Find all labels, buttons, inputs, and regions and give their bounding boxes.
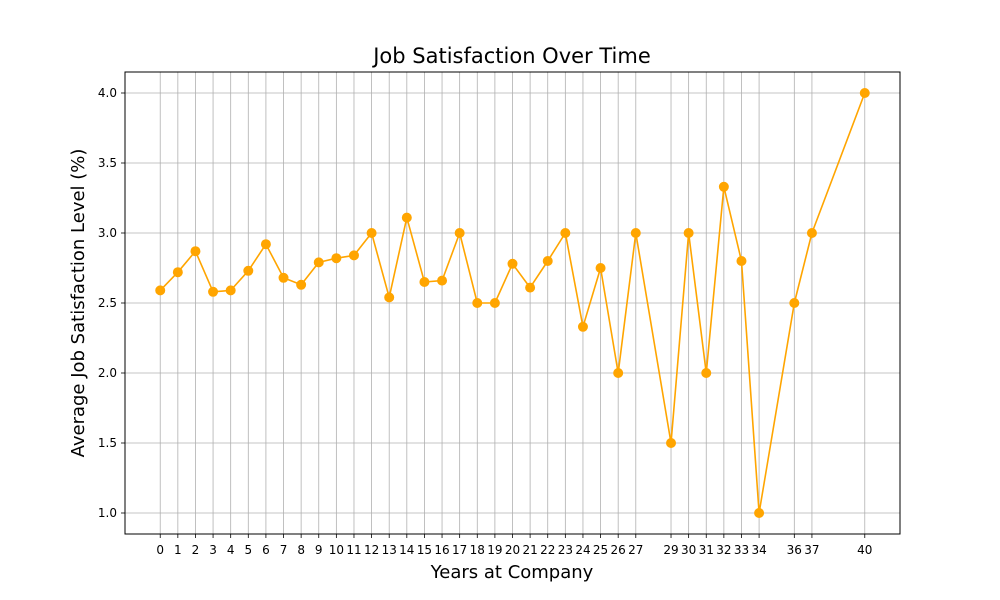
data-point — [806, 228, 817, 238]
x-tick-label: 24 — [575, 543, 590, 557]
x-tick-label: 31 — [699, 543, 714, 557]
data-point — [348, 250, 359, 261]
x-tick-label: 34 — [751, 543, 766, 557]
y-tick-label: 2.5 — [98, 296, 117, 310]
x-tick-label: 29 — [663, 543, 678, 557]
data-point — [472, 298, 483, 308]
x-tick-label: 17 — [452, 543, 467, 557]
data-point — [454, 228, 465, 238]
data-point — [754, 508, 765, 518]
axis-ticks: 0 1 2 3 4 5 6 7 8 9 10 11 12 13 14 15 16 17 18 19 20 21 22 23 24… — [98, 86, 873, 557]
data-point — [577, 321, 588, 332]
data-point — [683, 228, 694, 238]
x-tick-label: 16 — [434, 543, 449, 557]
data-point — [296, 279, 307, 290]
y-tick-label: 3.5 — [98, 156, 117, 170]
data-point — [243, 265, 254, 276]
x-tick-label: 32 — [716, 543, 731, 557]
data-point — [525, 282, 536, 293]
y-tick-label: 2.0 — [98, 366, 117, 380]
x-tick-label: 1 — [174, 543, 182, 557]
data-point — [260, 239, 271, 250]
x-tick-label: 14 — [399, 543, 414, 557]
x-tick-label: 3 — [209, 543, 217, 557]
series — [155, 88, 870, 518]
data-point — [859, 88, 870, 98]
x-axis-label: Years at Company — [430, 562, 594, 583]
x-tick-label: 23 — [558, 543, 573, 557]
x-tick-label: 21 — [522, 543, 537, 557]
data-point — [331, 253, 342, 264]
y-tick-label: 3.0 — [98, 226, 117, 240]
x-tick-label: 27 — [628, 543, 643, 557]
x-tick-label: 10 — [329, 543, 344, 557]
chart-title: Job Satisfaction Over Time — [371, 44, 651, 68]
data-point — [507, 258, 518, 269]
x-tick-label: 9 — [315, 543, 323, 557]
x-tick-label: 11 — [346, 543, 361, 557]
data-point — [419, 277, 430, 287]
data-point — [384, 292, 395, 303]
data-point — [155, 285, 166, 296]
data-point — [278, 272, 289, 283]
y-tick-label: 1.0 — [98, 506, 117, 520]
y-axis-label: Average Job Satisfaction Level (%) — [68, 149, 89, 458]
data-point — [789, 298, 800, 308]
y-tick-label: 4.0 — [98, 86, 117, 100]
y-tick-label: 1.5 — [98, 436, 117, 450]
data-point — [208, 286, 219, 297]
data-point — [489, 298, 500, 308]
data-point — [313, 257, 324, 268]
data-point — [366, 228, 377, 238]
grid — [125, 72, 900, 534]
data-point — [225, 285, 236, 296]
x-tick-label: 18 — [470, 543, 485, 557]
x-tick-label: 26 — [611, 543, 626, 557]
x-tick-label: 37 — [804, 543, 819, 557]
data-point — [190, 246, 201, 257]
x-tick-label: 25 — [593, 543, 608, 557]
x-tick-label: 40 — [857, 543, 872, 557]
data-point — [401, 212, 412, 223]
data-point — [736, 256, 747, 266]
x-tick-label: 13 — [382, 543, 397, 557]
x-tick-label: 12 — [364, 543, 379, 557]
x-tick-label: 15 — [417, 543, 432, 557]
data-point — [666, 438, 677, 448]
data-point — [172, 267, 183, 278]
x-tick-label: 4 — [227, 543, 235, 557]
x-tick-label: 22 — [540, 543, 555, 557]
data-point — [437, 275, 448, 286]
data-point — [630, 228, 641, 238]
x-tick-label: 0 — [156, 543, 164, 557]
x-tick-label: 7 — [280, 543, 288, 557]
data-point — [718, 181, 729, 192]
x-tick-label: 8 — [297, 543, 305, 557]
plot-frame — [124, 71, 901, 535]
x-tick-label: 33 — [734, 543, 749, 557]
data-point — [595, 263, 606, 273]
x-tick-label: 6 — [262, 543, 270, 557]
x-tick-label: 19 — [487, 543, 502, 557]
data-point — [542, 256, 553, 266]
data-point — [613, 368, 624, 378]
data-point — [701, 368, 712, 378]
x-tick-label: 20 — [505, 543, 520, 557]
data-point — [560, 228, 571, 238]
x-tick-label: 5 — [244, 543, 252, 557]
x-tick-label: 36 — [787, 543, 802, 557]
x-tick-label: 30 — [681, 543, 696, 557]
x-tick-label: 2 — [192, 543, 200, 557]
